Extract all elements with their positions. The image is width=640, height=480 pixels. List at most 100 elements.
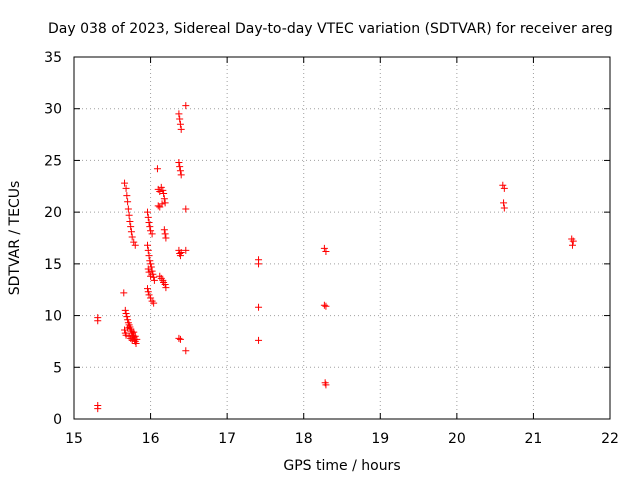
data-point (148, 230, 156, 238)
data-point (177, 125, 185, 133)
data-point (131, 332, 139, 340)
plot-frame (73, 56, 611, 420)
y-tick-labels: 0 5 10 15 20 25 30 35 (44, 50, 62, 428)
data-point (162, 284, 170, 292)
data-points (94, 102, 577, 413)
data-point (121, 306, 129, 314)
data-point (145, 218, 153, 226)
x-tick-label: 21 (525, 431, 543, 447)
data-point (322, 381, 330, 389)
data-point (126, 217, 134, 225)
y-axis-title: SDTVAR / TECUs (7, 181, 23, 296)
y-tick-label: 35 (44, 50, 62, 66)
data-point (121, 179, 129, 187)
data-point (144, 208, 152, 216)
data-point (127, 228, 135, 236)
data-point (322, 302, 330, 310)
y-tick-label: 15 (44, 257, 62, 273)
data-point (123, 313, 131, 321)
x-tick-label: 15 (65, 431, 83, 447)
data-point (150, 299, 158, 307)
data-point (176, 115, 184, 123)
data-point (94, 405, 102, 413)
data-point (182, 246, 190, 254)
x-tick-label: 19 (371, 431, 389, 447)
data-point (146, 223, 154, 231)
data-point (177, 248, 185, 256)
data-point (124, 205, 132, 213)
data-point (500, 204, 508, 212)
data-point (145, 291, 153, 299)
y-tick-label: 0 (53, 412, 62, 428)
data-point (122, 310, 130, 318)
data-point (146, 257, 154, 265)
data-point (145, 252, 153, 260)
y-tick-label: 10 (44, 309, 62, 325)
data-point (160, 195, 168, 203)
data-point (147, 227, 155, 235)
data-point (568, 241, 576, 249)
data-point (159, 186, 167, 194)
x-tick-label: 18 (295, 431, 313, 447)
data-point (161, 199, 169, 207)
data-point (132, 339, 140, 347)
data-point (499, 181, 507, 189)
data-point (122, 331, 130, 339)
x-tick-label: 20 (448, 431, 466, 447)
data-point (320, 244, 328, 252)
data-point (182, 347, 190, 355)
data-point (145, 268, 153, 276)
data-point (255, 303, 263, 311)
data-point (128, 233, 136, 241)
data-point (124, 324, 132, 332)
data-point (176, 252, 184, 260)
data-point (255, 260, 263, 268)
data-point (175, 334, 183, 342)
data-point (176, 167, 184, 175)
data-point (569, 237, 577, 245)
data-point (150, 276, 158, 284)
data-point (124, 316, 132, 324)
data-point (182, 102, 190, 110)
data-point (175, 110, 183, 118)
data-point (175, 158, 183, 166)
y-tick-label: 30 (44, 102, 62, 118)
x-tick-label: 22 (601, 431, 619, 447)
data-point (144, 246, 152, 254)
data-point (322, 247, 330, 255)
data-point (153, 165, 161, 173)
data-point (123, 192, 131, 200)
data-point (120, 289, 128, 297)
data-point (500, 199, 508, 207)
data-point (162, 234, 170, 242)
data-point (144, 265, 152, 273)
data-point (147, 260, 155, 268)
data-point (255, 336, 263, 344)
data-point (156, 187, 164, 195)
grid-lines (74, 57, 610, 419)
y-tick-label: 5 (53, 360, 62, 376)
data-point (144, 241, 152, 249)
data-point (157, 183, 165, 191)
data-point (147, 294, 155, 302)
data-point (144, 285, 152, 293)
data-point (130, 328, 138, 336)
data-point (130, 238, 138, 246)
data-point (160, 226, 168, 234)
data-point (131, 241, 139, 249)
data-point (158, 200, 166, 208)
data-point (160, 190, 168, 198)
data-point (128, 336, 136, 344)
x-tick-labels: 15 16 17 18 19 20 21 22 (65, 431, 619, 447)
data-point (150, 273, 158, 281)
data-point (500, 184, 508, 192)
data-point (124, 198, 132, 206)
data-point (125, 211, 133, 219)
y-tick-label: 20 (44, 205, 62, 221)
data-point (127, 223, 135, 231)
data-point (154, 202, 162, 210)
x-axis-title: GPS time / hours (283, 458, 400, 474)
data-point (144, 288, 152, 296)
